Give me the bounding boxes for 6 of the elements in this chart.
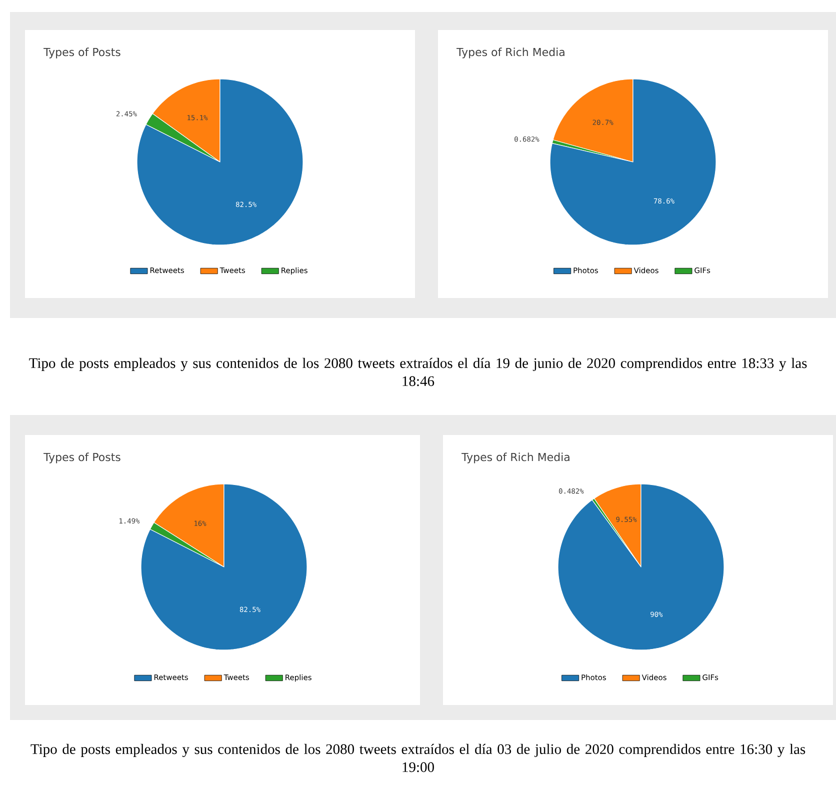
chart-title: Types of Rich Media [456,48,564,58]
chart-title: Types of Rich Media [462,452,570,464]
text: Tipo de posts empleados y sus contenidos de los 2080 tweets extraídos el día 19 de junio de 2020 comprendidos entre 18:33 y las 18:46 [29,358,807,386]
text: Tipo de posts empleados y sus contenidos de los 2080 tweets extraídos el día 03 de julio de 2020 comprendidos entre 16:30 y las 19:00 [30,744,806,772]
chart-title: Types of Posts [44,452,120,464]
chart-title: Types of Posts [44,48,120,58]
